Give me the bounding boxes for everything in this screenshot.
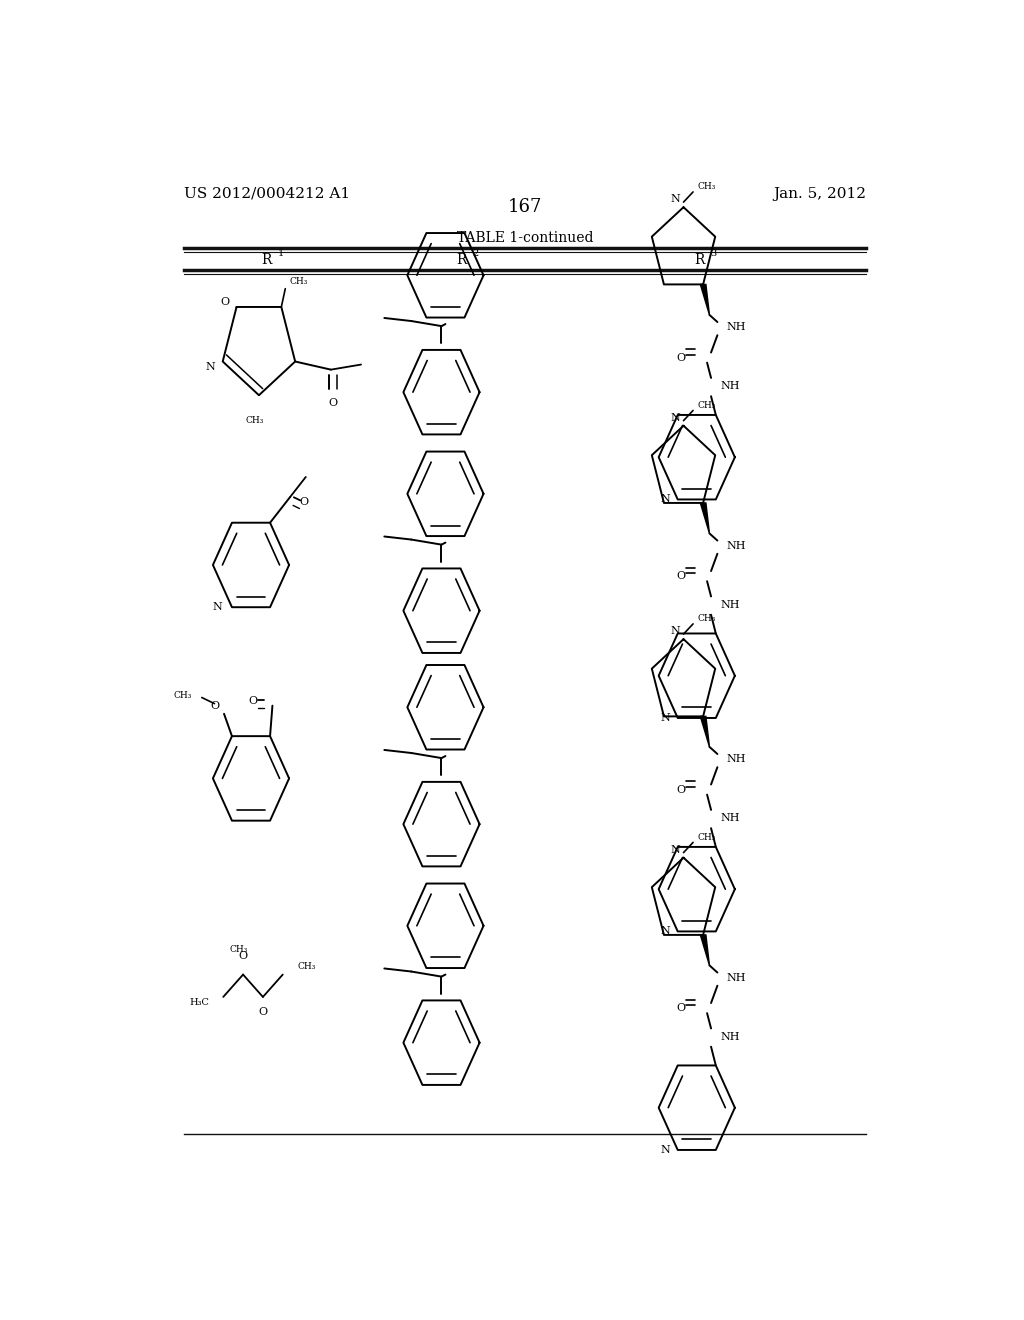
- Text: TABLE 1-continued: TABLE 1-continued: [457, 231, 593, 244]
- Text: O: O: [220, 297, 229, 306]
- Text: Jan. 5, 2012: Jan. 5, 2012: [773, 187, 866, 201]
- Text: 1: 1: [279, 249, 285, 259]
- Text: O: O: [676, 784, 685, 795]
- Text: N: N: [660, 927, 671, 936]
- Text: N: N: [660, 713, 671, 723]
- Text: N: N: [213, 602, 222, 612]
- Text: NH: NH: [727, 541, 746, 550]
- Text: NH: NH: [721, 599, 740, 610]
- Text: NH: NH: [721, 1031, 740, 1041]
- Text: O: O: [676, 1003, 685, 1012]
- Text: CH₃: CH₃: [230, 945, 248, 953]
- Text: H₃C: H₃C: [189, 998, 209, 1007]
- Text: N: N: [671, 626, 681, 636]
- Text: CH₃: CH₃: [246, 416, 264, 425]
- Text: 2: 2: [472, 249, 479, 259]
- Text: O: O: [676, 352, 685, 363]
- Text: NH: NH: [721, 813, 740, 824]
- Text: R: R: [694, 253, 705, 267]
- Text: N: N: [671, 845, 681, 854]
- Text: N: N: [660, 495, 671, 504]
- Text: NH: NH: [721, 381, 740, 391]
- Text: CH₃: CH₃: [289, 277, 307, 286]
- Text: CH₃: CH₃: [697, 182, 716, 191]
- Text: O: O: [300, 498, 309, 507]
- Text: N: N: [671, 413, 681, 422]
- Polygon shape: [700, 503, 710, 533]
- Text: O: O: [248, 696, 257, 706]
- Text: N: N: [206, 362, 216, 372]
- Text: N: N: [671, 194, 681, 205]
- Text: CH₃: CH₃: [174, 690, 193, 700]
- Text: US 2012/0004212 A1: US 2012/0004212 A1: [183, 187, 349, 201]
- Polygon shape: [700, 717, 710, 747]
- Text: NH: NH: [727, 322, 746, 333]
- Text: O: O: [210, 701, 219, 710]
- Text: O: O: [258, 1007, 267, 1018]
- Polygon shape: [700, 935, 710, 965]
- Text: R: R: [262, 253, 272, 267]
- Text: NH: NH: [727, 973, 746, 982]
- Text: O: O: [676, 572, 685, 581]
- Text: CH₃: CH₃: [697, 401, 716, 411]
- Text: 167: 167: [508, 198, 542, 216]
- Polygon shape: [700, 284, 710, 315]
- Text: N: N: [660, 1144, 671, 1155]
- Text: O: O: [239, 952, 248, 961]
- Text: R: R: [456, 253, 467, 267]
- Text: 3: 3: [711, 249, 717, 259]
- Text: NH: NH: [727, 754, 746, 764]
- Text: O: O: [329, 399, 338, 408]
- Text: CH₃: CH₃: [697, 833, 716, 842]
- Text: CH₃: CH₃: [297, 962, 315, 972]
- Text: CH₃: CH₃: [697, 614, 716, 623]
